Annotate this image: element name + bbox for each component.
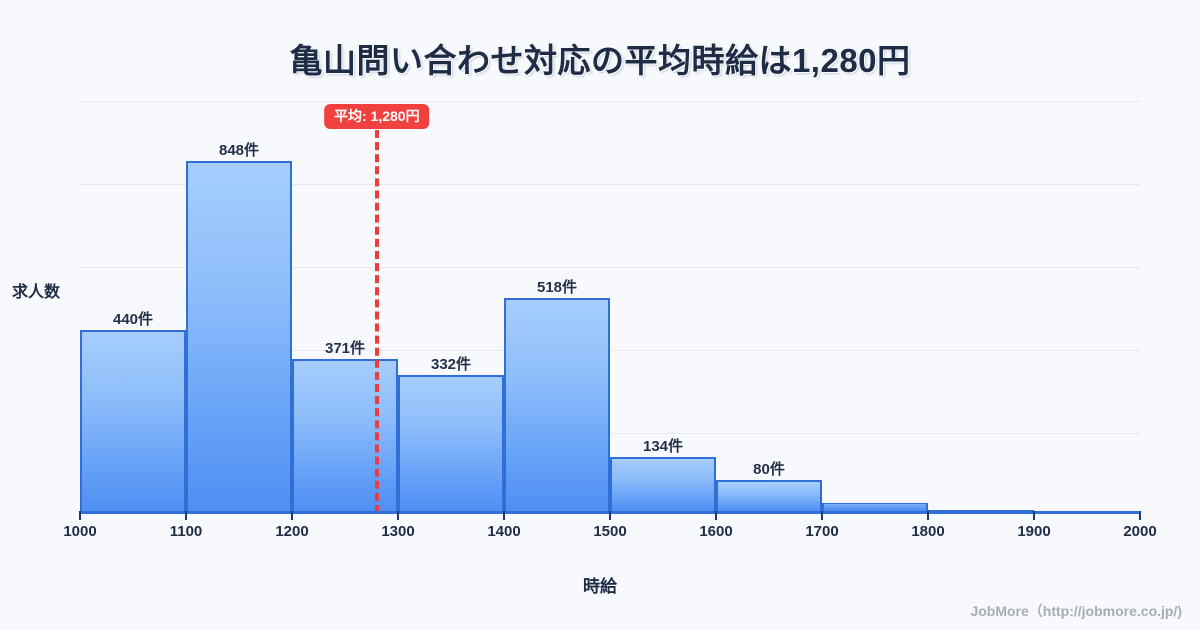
x-axis-tick — [927, 511, 929, 520]
bar-value-label: 80件 — [753, 460, 785, 478]
histogram-bar — [292, 359, 398, 513]
bar-value-label: 848件 — [218, 142, 260, 159]
x-axis-tick — [821, 511, 823, 520]
gridline — [80, 101, 1140, 102]
x-axis-tick — [503, 511, 505, 520]
x-axis-tick-label: 2000 — [1123, 523, 1157, 540]
x-axis-tick-label: 1300 — [381, 523, 415, 540]
x-axis-tick-label: 1600 — [699, 523, 733, 540]
x-axis-tick-label: 1200 — [275, 523, 309, 540]
y-axis-title: 求人数 — [12, 284, 61, 301]
x-axis-tick — [185, 511, 187, 520]
bar-value-label: 332件 — [430, 356, 472, 374]
gridline — [80, 267, 1140, 268]
footer-credit: JobMore（http://jobmore.co.jp/) — [970, 603, 1182, 619]
average-line — [374, 130, 379, 513]
histogram-bar — [186, 161, 292, 513]
histogram-bar — [504, 297, 610, 513]
x-axis-tick-label: 1700 — [805, 523, 839, 540]
histogram-bar — [80, 330, 186, 513]
bar-value-label: 518件 — [536, 278, 578, 296]
histogram-bar — [398, 375, 504, 513]
plot-area: 440件 848件 371件 332件 518件 134件 80件 — [80, 95, 1140, 513]
gridline — [80, 184, 1140, 185]
histogram-bar — [716, 479, 822, 513]
x-axis-tick — [1139, 511, 1141, 520]
x-axis-title: 時給 — [583, 577, 617, 596]
histogram-bar — [610, 457, 716, 513]
x-axis-tick — [609, 511, 611, 520]
x-axis-tick-label: 1500 — [593, 523, 627, 540]
bar-value-label: 440件 — [112, 311, 154, 329]
x-axis-tick-label: 1400 — [487, 523, 521, 540]
x-axis-tick — [291, 511, 293, 520]
x-axis-tick-label: 1100 — [169, 523, 203, 540]
page-title: 亀山問い合わせ対応の平均時給は1,280円 — [289, 42, 911, 79]
gridline — [80, 433, 1140, 434]
x-axis-tick-label: 1800 — [911, 523, 945, 540]
bar-value-label: 371件 — [324, 340, 366, 357]
x-axis-tick — [715, 511, 717, 520]
gridline — [80, 350, 1140, 351]
x-axis-tick-label: 1900 — [1017, 523, 1051, 540]
x-axis-tick — [79, 511, 81, 520]
x-axis-tick — [1033, 511, 1035, 520]
x-axis-tick-label: 1000 — [63, 523, 97, 540]
average-badge: 平均: 1,280円 — [324, 104, 430, 129]
bar-value-label: 134件 — [642, 438, 684, 456]
x-axis-tick — [397, 511, 399, 520]
